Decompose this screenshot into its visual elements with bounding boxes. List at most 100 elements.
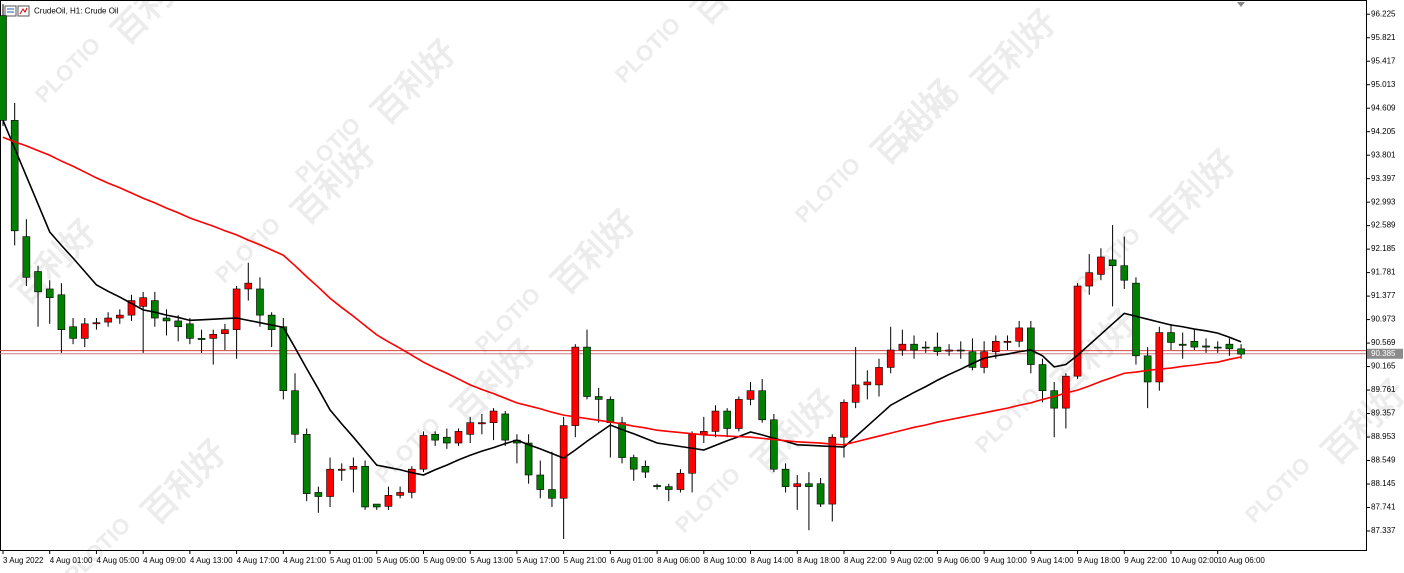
candle-body — [851, 384, 860, 403]
x-tick-label: 5 Aug 17:00 — [517, 556, 560, 565]
y-tick-label: 90.973 — [1371, 315, 1396, 324]
x-tick-label: 3 Aug 2022 — [3, 556, 44, 565]
candle-body — [267, 314, 276, 330]
candle-body — [139, 297, 147, 307]
y-tick-label: 91.781 — [1371, 268, 1396, 277]
candle-body — [396, 492, 404, 496]
candle-body — [770, 419, 778, 470]
y-tick-label: 95.013 — [1371, 80, 1396, 89]
candle-body — [489, 410, 498, 423]
y-tick-label: 87.741 — [1371, 503, 1396, 512]
candle-body — [291, 390, 299, 435]
watermark: 百利好 — [865, 73, 964, 172]
candle-body — [641, 465, 650, 473]
y-tick-label: 87.337 — [1371, 526, 1396, 535]
candle-body — [431, 434, 439, 441]
candle-body — [104, 317, 112, 323]
candle-body — [232, 288, 241, 330]
watermark: PLOTIO — [30, 32, 106, 108]
candle-body — [1015, 327, 1023, 342]
candle-body — [186, 323, 194, 339]
candle-body — [151, 300, 159, 319]
candle-body — [968, 351, 977, 368]
candle-body — [372, 503, 381, 508]
candle-body — [326, 468, 334, 497]
bid-label-box — [1367, 348, 1403, 359]
candle-body — [256, 288, 264, 316]
candle-body — [1155, 332, 1164, 383]
x-tick-label: 9 Aug 06:00 — [937, 556, 980, 565]
candle-body — [501, 413, 510, 441]
candle-body — [454, 431, 463, 444]
y-tick-label: 91.377 — [1371, 291, 1396, 300]
watermark: 百利好 — [545, 203, 644, 302]
candle-body — [910, 343, 918, 351]
x-tick-label: 10 Aug 02:00 — [1171, 556, 1219, 565]
x-tick-label: 5 Aug 05:00 — [377, 556, 420, 565]
watermark: PLOTIO — [210, 212, 286, 288]
candle-body — [1108, 259, 1117, 266]
candle-body — [162, 317, 171, 322]
candle-body — [618, 422, 626, 458]
candle-body — [921, 346, 930, 349]
candle-body — [0, 15, 7, 121]
x-tick-label: 5 Aug 01:00 — [330, 556, 373, 565]
chart-icon — [4, 5, 30, 17]
y-tick-label: 93.801 — [1371, 150, 1396, 159]
candle-body — [945, 349, 953, 352]
candle-body — [1050, 390, 1058, 409]
y-tick-label: 88.549 — [1371, 456, 1396, 465]
x-tick-label: 5 Aug 13:00 — [470, 556, 513, 565]
candle-body — [1038, 364, 1047, 391]
x-tick-label: 9 Aug 02:00 — [891, 556, 934, 565]
candle-body — [746, 390, 755, 400]
candle-body — [653, 485, 661, 487]
candle-body — [349, 465, 358, 470]
moving-average — [2, 136, 1242, 446]
candle-body — [419, 435, 428, 470]
candle-body — [337, 468, 346, 471]
y-tick-label: 94.205 — [1371, 127, 1396, 136]
candle-body — [1003, 340, 1012, 343]
candle-body — [1213, 346, 1222, 349]
x-tick-label: 4 Aug 01:00 — [50, 556, 93, 565]
candle-body — [127, 300, 136, 316]
candle-body — [524, 442, 533, 476]
candle-body — [302, 434, 311, 494]
candle-body — [898, 343, 907, 351]
candle-body — [559, 425, 568, 499]
candle-body — [875, 367, 883, 386]
candle-body — [956, 349, 965, 352]
moving-average — [2, 120, 1242, 476]
candle-body — [209, 334, 218, 339]
y-tick-label: 95.821 — [1371, 33, 1396, 42]
candle-body — [758, 390, 767, 421]
x-tick-label: 9 Aug 22:00 — [1124, 556, 1167, 565]
candle-body — [57, 294, 66, 330]
watermark: 百利好 — [1045, 303, 1144, 402]
candle-body — [688, 434, 696, 474]
candle-body — [735, 399, 743, 429]
candle-body — [34, 271, 42, 293]
candle-body — [594, 396, 603, 400]
x-tick-label: 9 Aug 10:00 — [984, 556, 1027, 565]
x-tick-label: 5 Aug 09:00 — [423, 556, 466, 565]
candle-body — [571, 346, 580, 426]
candle-body — [548, 489, 556, 499]
candle-body — [221, 329, 229, 335]
watermark: 百利好 — [685, 0, 784, 32]
x-tick-label: 4 Aug 09:00 — [143, 556, 186, 565]
candle-body — [1120, 265, 1129, 281]
y-tick-label: 96.225 — [1371, 9, 1396, 18]
watermark: 百利好 — [965, 3, 1064, 102]
candle-body — [1190, 340, 1199, 348]
candle-body — [676, 472, 685, 490]
x-tick-label: 9 Aug 18:00 — [1078, 556, 1121, 565]
watermark: 百利好 — [135, 433, 234, 532]
chart-title: CrudeOil, H1: Crude Oil — [34, 7, 119, 16]
y-tick-label: 92.993 — [1371, 197, 1396, 206]
x-tick-label: 5 Aug 21:00 — [564, 556, 607, 565]
x-tick-label: 8 Aug 06:00 — [657, 556, 700, 565]
candle-body — [805, 483, 813, 487]
